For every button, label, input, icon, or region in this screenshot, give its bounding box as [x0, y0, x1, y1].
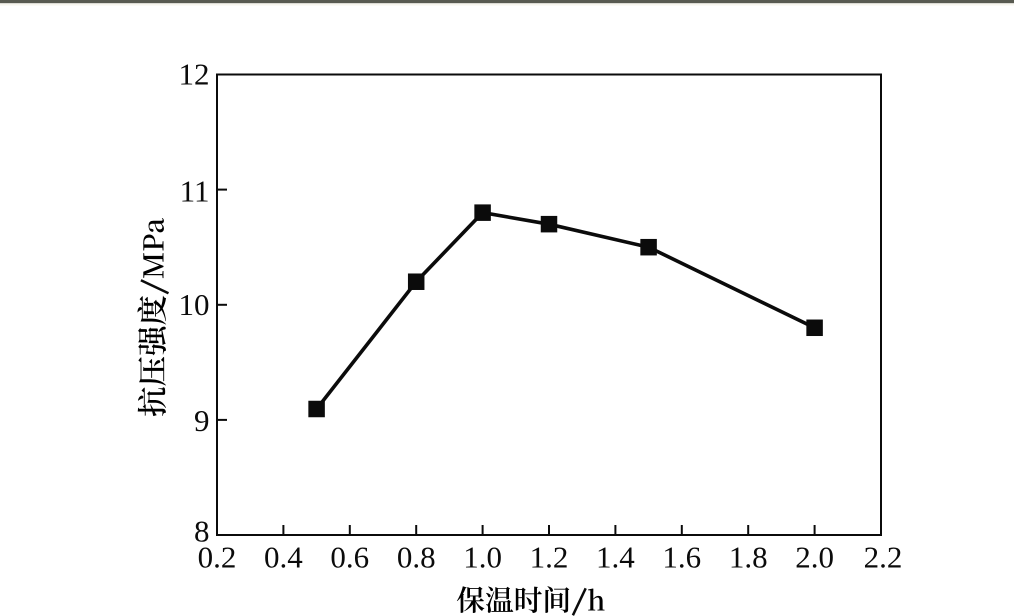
svg-text:0.4: 0.4: [264, 540, 303, 575]
svg-text:1.6: 1.6: [662, 540, 701, 575]
svg-text:1.4: 1.4: [596, 540, 635, 575]
svg-text:9: 9: [194, 403, 210, 438]
svg-text:1.2: 1.2: [530, 540, 569, 575]
svg-text:2.0: 2.0: [795, 540, 834, 575]
svg-text:8: 8: [194, 514, 210, 549]
svg-text:0.2: 0.2: [198, 540, 237, 575]
svg-text:12: 12: [179, 57, 210, 92]
svg-text:2.2: 2.2: [864, 540, 903, 575]
svg-text:0.8: 0.8: [397, 540, 436, 575]
svg-text:11: 11: [180, 173, 210, 208]
svg-text:10: 10: [179, 287, 210, 322]
svg-text:1.0: 1.0: [463, 540, 502, 575]
svg-text:1.8: 1.8: [729, 540, 768, 575]
svg-text:0.6: 0.6: [330, 540, 369, 575]
